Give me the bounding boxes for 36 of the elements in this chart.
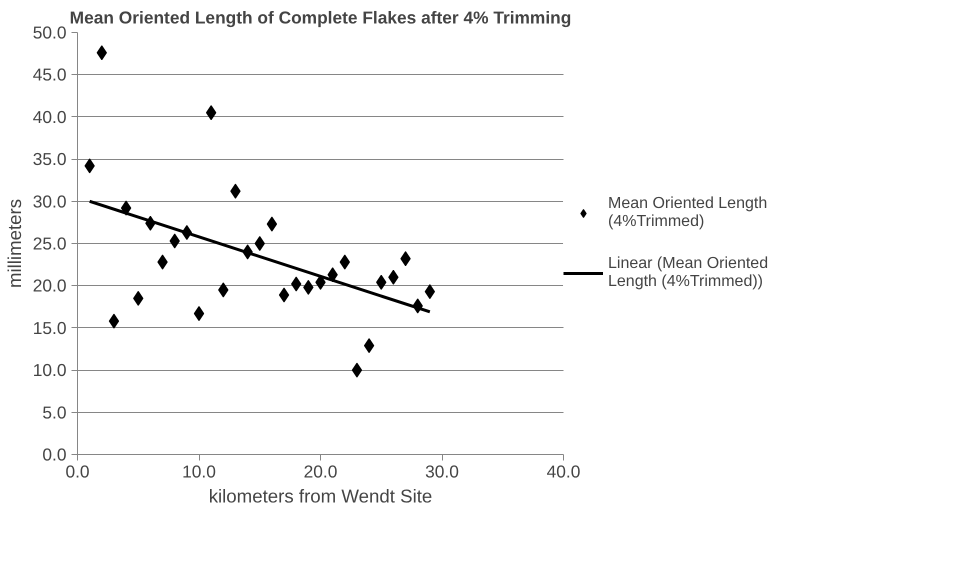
point [352,362,362,378]
point [400,251,411,266]
y-tick-label: 40.0 [32,106,67,127]
point [84,158,95,174]
point [278,287,290,302]
point [230,184,241,199]
y-tick-label: 15.0 [32,318,67,338]
x-tick-label: 0.0 [65,462,90,482]
y-tick-label: 50.0 [32,22,67,42]
legend-label: Linear (Mean Oriented Length (4%Trimmed)) [608,255,768,291]
y-tick-label: 35.0 [32,149,67,170]
y-tick-label: 0.0 [42,444,67,464]
point [157,254,168,270]
point [364,338,374,354]
y-tick-label: 20.0 [32,276,67,296]
point [388,270,399,285]
x-tick-label: 20.0 [304,462,338,482]
y-tick-label: 10.0 [32,360,67,380]
x-axis-title: kilometers from Wendt Site [208,486,432,506]
point [254,236,265,251]
point [424,284,436,300]
y-tick-label: 5.0 [42,402,67,422]
y-tick-label: 45.0 [32,64,67,85]
y-tick-label: 30.0 [32,191,67,212]
point [303,280,314,295]
chart-title: Mean Oriented Length of Complete Flakes after 4% Trimming [70,8,572,28]
point [108,314,120,329]
point [194,306,204,322]
x-tick-label: 10.0 [182,462,216,482]
x-tick-label: 30.0 [425,462,459,482]
x-tick-label: 40.0 [546,462,580,482]
legend-label: Mean Oriented Length (4%Trimmed) [608,195,768,231]
y-axis-title: millimeters [4,198,25,288]
point [266,216,278,232]
point [206,105,216,120]
y-tick-label: 25.0 [32,234,67,254]
